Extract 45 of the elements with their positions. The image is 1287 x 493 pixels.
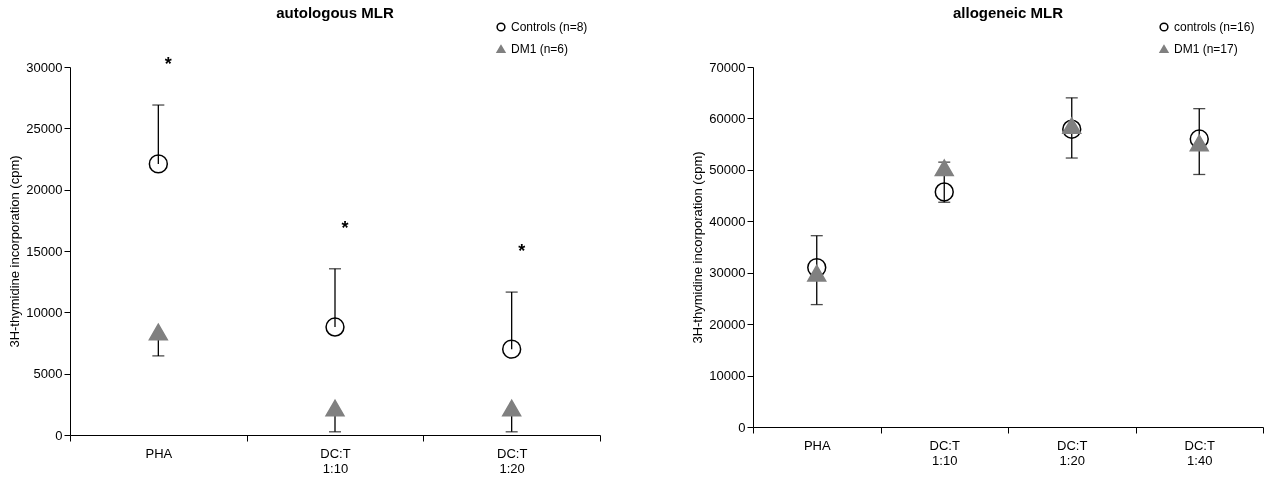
x-tick-label: DC:T 1:10: [929, 437, 960, 468]
point: [807, 264, 827, 282]
point: [1189, 129, 1209, 149]
x-tick-label: PHA: [145, 445, 173, 461]
y-tick-label: 10000: [26, 304, 63, 320]
y-tick-label: 30000: [709, 265, 746, 281]
annotation: *: [341, 217, 349, 238]
y-tick-label: 10000: [709, 368, 746, 384]
y-axis-title: 3H-thymidine incorporation (cpm): [690, 151, 706, 344]
y-tick-label: 5000: [33, 366, 63, 382]
point: [501, 339, 522, 359]
point: [501, 399, 522, 417]
y-axis-title: 3H-thymidine incorporation (cpm): [7, 155, 23, 348]
y-tick-label: 15000: [26, 243, 63, 259]
legend-label: DM1 (n=17): [1174, 42, 1238, 56]
x-tick-label: DC:T 1:10: [320, 445, 351, 476]
legend-label: DM1 (n=6): [511, 42, 569, 56]
x-tick-label: DC:T 1:20: [1057, 437, 1088, 468]
x-tick-label: DC:T 1:20: [496, 445, 528, 476]
point: [148, 154, 169, 174]
y-tick-label: 30000: [26, 59, 63, 75]
annotation: *: [164, 54, 172, 75]
legend-label: controls (n=16): [1174, 20, 1255, 34]
point: [148, 323, 169, 341]
legend-label: Controls (n=8): [511, 20, 588, 34]
y-tick-label: 40000: [709, 213, 746, 229]
chart-title: allogeneic MLR: [952, 4, 1064, 21]
y-tick-label: 70000: [709, 59, 746, 75]
point: [325, 317, 345, 337]
point: [325, 399, 345, 417]
y-tick-label: 20000: [709, 316, 746, 332]
y-tick-label: 20000: [26, 182, 63, 198]
y-tick-label: 60000: [709, 110, 746, 126]
point: [807, 257, 827, 278]
point: [934, 159, 954, 177]
y-tick-label: 0: [738, 419, 746, 435]
x-tick-label: DC:T 1:40: [1184, 437, 1215, 468]
x-tick-label: PHA: [803, 437, 831, 453]
annotation: *: [518, 241, 526, 262]
y-tick-label: 50000: [709, 162, 746, 178]
y-tick-label: 25000: [26, 120, 63, 136]
point: [934, 182, 954, 202]
point: [1189, 134, 1209, 152]
y-tick-label: 0: [55, 427, 63, 443]
chart-title: autologous MLR: [276, 4, 394, 21]
